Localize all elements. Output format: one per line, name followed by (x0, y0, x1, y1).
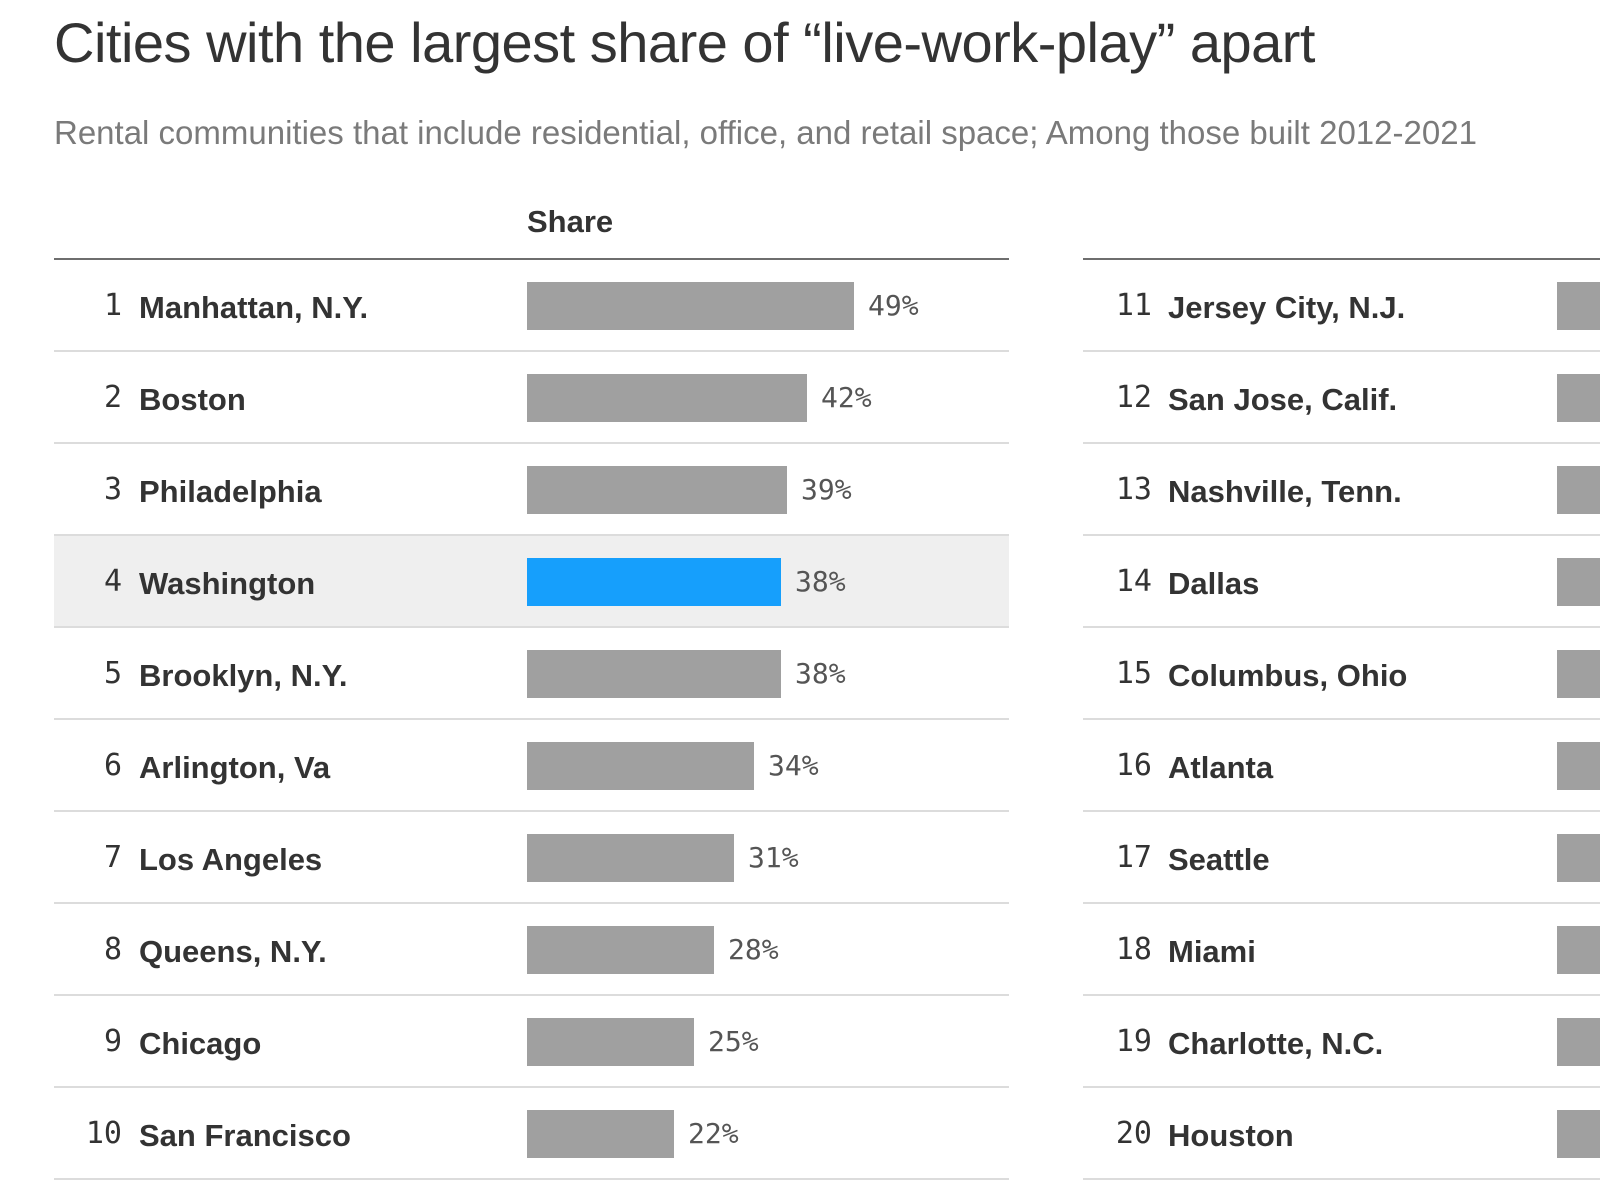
table-row: 14 Dallas (1083, 536, 1600, 628)
rank-number: 17 (1115, 840, 1152, 875)
city-name: Washington (139, 566, 316, 601)
share-bar (1557, 1110, 1600, 1158)
share-bar (1557, 834, 1600, 882)
table-row: 4 Washington 38% (54, 536, 1009, 628)
share-bar (527, 1018, 694, 1066)
rank-number: 1 (103, 288, 122, 323)
share-bar (1557, 1018, 1600, 1066)
share-bar (527, 926, 714, 974)
rank-number: 6 (103, 748, 122, 783)
table-row: 17 Seattle (1083, 812, 1600, 904)
rank-number: 10 (85, 1116, 122, 1151)
city-name: Seattle (1168, 842, 1270, 877)
share-bar (527, 742, 754, 790)
rank-number: 5 (103, 656, 122, 691)
share-bar (527, 374, 807, 422)
share-column-header: Share (527, 204, 614, 239)
share-value-label: 39% (801, 473, 852, 506)
share-bar (527, 1110, 674, 1158)
city-name: Los Angeles (139, 842, 323, 877)
rank-number: 2 (103, 380, 122, 415)
share-value-label: 28% (728, 933, 779, 966)
share-value-label: 38% (795, 565, 846, 598)
city-name: Dallas (1168, 566, 1260, 601)
rank-number: 20 (1115, 1116, 1152, 1151)
table-row: 18 Miami (1083, 904, 1600, 996)
city-name: Charlotte, N.C. (1168, 1026, 1384, 1061)
city-name: Boston (139, 382, 246, 417)
share-bar (1557, 374, 1600, 422)
city-name: Queens, N.Y. (139, 934, 327, 969)
rank-number: 19 (1115, 1024, 1152, 1059)
table-row: 12 San Jose, Calif. (1083, 352, 1600, 444)
share-bar (1557, 466, 1600, 514)
city-name: Chicago (139, 1026, 262, 1061)
share-bar (1557, 742, 1600, 790)
share-value-label: 49% (868, 289, 919, 322)
rank-number: 18 (1115, 932, 1152, 967)
rank-number: 12 (1115, 380, 1152, 415)
city-name: Columbus, Ohio (1168, 658, 1408, 693)
rank-number: 11 (1115, 288, 1152, 323)
share-bar (1557, 650, 1600, 698)
rank-number: 13 (1115, 472, 1152, 507)
share-bar (1557, 926, 1600, 974)
rank-number: 16 (1115, 748, 1152, 783)
table-row: 3 Philadelphia 39% (54, 444, 1009, 536)
city-name: Atlanta (1168, 750, 1274, 785)
table-row: 7 Los Angeles 31% (54, 812, 1009, 904)
share-bar (527, 834, 734, 882)
city-name: Miami (1168, 934, 1256, 969)
rank-number: 7 (103, 840, 122, 875)
share-bar (1557, 282, 1600, 330)
rank-number: 9 (103, 1024, 122, 1059)
share-value-label: 25% (708, 1025, 759, 1058)
share-bar (527, 282, 854, 330)
city-name: Arlington, Va (139, 750, 331, 785)
table-row: 5 Brooklyn, N.Y. 38% (54, 628, 1009, 720)
city-name: Philadelphia (139, 474, 322, 509)
header-rule-left (54, 258, 1009, 260)
share-value-label: 38% (795, 657, 846, 690)
table-row: 11 Jersey City, N.J. (1083, 260, 1600, 352)
city-name: San Jose, Calif. (1168, 382, 1398, 417)
table-row: 9 Chicago 25% (54, 996, 1009, 1088)
chart-title: Cities with the largest share of “live-w… (54, 11, 1315, 74)
table-row: 10 San Francisco 22% (54, 1088, 1009, 1180)
city-name: San Francisco (139, 1118, 351, 1153)
table-row: 2 Boston 42% (54, 352, 1009, 444)
share-bar (1557, 558, 1600, 606)
city-name: Jersey City, N.J. (1168, 290, 1406, 325)
city-name: Brooklyn, N.Y. (139, 658, 348, 693)
city-name: Houston (1168, 1118, 1294, 1153)
chart-subtitle: Rental communities that include resident… (54, 114, 1477, 151)
rank-number: 4 (103, 564, 122, 599)
table-row: 15 Columbus, Ohio (1083, 628, 1600, 720)
share-value-label: 31% (748, 841, 799, 874)
city-name: Nashville, Tenn. (1168, 474, 1402, 509)
city-name: Manhattan, N.Y. (139, 290, 369, 325)
table-row: 6 Arlington, Va 34% (54, 720, 1009, 812)
header-rule-right (1083, 258, 1600, 260)
share-value-label: 22% (688, 1117, 739, 1150)
table-row: 19 Charlotte, N.C. (1083, 996, 1600, 1088)
rank-number: 8 (103, 932, 122, 967)
share-bar (527, 650, 781, 698)
table-row: 1 Manhattan, N.Y. 49% (54, 260, 1009, 352)
share-value-label: 42% (821, 381, 872, 414)
share-bar (527, 466, 787, 514)
table-row: 8 Queens, N.Y. 28% (54, 904, 1009, 996)
rank-number: 15 (1115, 656, 1152, 691)
table-row: 16 Atlanta (1083, 720, 1600, 812)
table-row: 20 Houston (1083, 1088, 1600, 1180)
share-bar (527, 558, 781, 606)
rank-number: 3 (103, 472, 122, 507)
rank-number: 14 (1115, 564, 1152, 599)
table-row: 13 Nashville, Tenn. (1083, 444, 1600, 536)
share-value-label: 34% (768, 749, 819, 782)
